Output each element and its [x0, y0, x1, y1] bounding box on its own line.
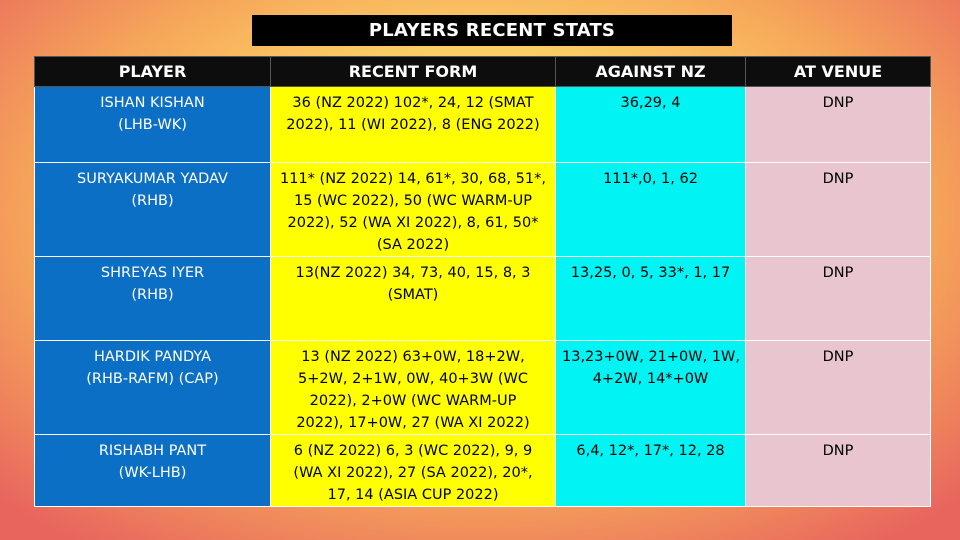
header-against-nz: AGAINST NZ	[555, 56, 746, 87]
form-line: 5+2W, 2+1W, 0W, 40+3W (WC	[298, 371, 528, 387]
against-nz-cell: 13,25, 0, 5, 33*, 1, 17	[555, 256, 746, 341]
table-row: SHREYAS IYER (RHB) 13(NZ 2022) 34, 73, 4…	[34, 256, 931, 341]
form-line: 36 (NZ 2022) 102*, 24, 12 (SMAT	[292, 95, 534, 111]
player-name: RISHABH PANT	[98, 443, 207, 459]
header-player: PLAYER	[34, 56, 271, 87]
recent-form-cell: 6 (NZ 2022) 6, 3 (WC 2022), 9, 9 (WA XI …	[270, 434, 556, 507]
player-cell: ISHAN KISHAN (LHB-WK)	[34, 86, 271, 163]
form-line: 6 (NZ 2022) 6, 3 (WC 2022), 9, 9	[293, 443, 533, 459]
venue-value: DNP	[822, 265, 854, 281]
nz-line: 13,25, 0, 5, 33*, 1, 17	[570, 265, 731, 281]
page-title: PLAYERS RECENT STATS	[252, 15, 732, 46]
table-row: HARDIK PANDYA (RHB-RAFM) (CAP) 13 (NZ 20…	[34, 340, 931, 435]
nz-line: 13,23+0W, 21+0W, 1W,	[562, 349, 740, 365]
venue-value: DNP	[822, 443, 854, 459]
nz-line: 4+2W, 14*+0W	[592, 371, 709, 387]
form-line: (WA XI 2022), 27 (SA 2022), 20*,	[293, 465, 533, 481]
player-name: ISHAN KISHAN	[100, 95, 205, 111]
header-recent-form: RECENT FORM	[270, 56, 556, 87]
venue-value: DNP	[822, 171, 854, 187]
against-nz-cell: 36,29, 4	[555, 86, 746, 163]
form-line: 2022), 2+0W (WC WARM-UP	[309, 393, 517, 409]
form-line: 111* (NZ 2022) 14, 61*, 30, 68, 51*,	[280, 171, 546, 187]
form-line: (SMAT)	[387, 287, 439, 303]
player-cell: SURYAKUMAR YADAV (RHB)	[34, 162, 271, 257]
against-nz-cell: 111*,0, 1, 62	[555, 162, 746, 257]
header-row: PLAYER RECENT FORM AGAINST NZ AT VENUE	[34, 56, 931, 87]
recent-form-cell: 36 (NZ 2022) 102*, 24, 12 (SMAT 2022), 1…	[270, 86, 556, 163]
venue-value: DNP	[822, 95, 854, 111]
venue-value: DNP	[822, 349, 854, 365]
player-cell: RISHABH PANT (WK-LHB)	[34, 434, 271, 507]
player-role: (RHB-RAFM) (CAP)	[86, 371, 219, 387]
player-role: (RHB)	[131, 287, 174, 303]
player-name: SHREYAS IYER	[100, 265, 205, 281]
player-role: (LHB-WK)	[118, 117, 187, 133]
form-line: (SA 2022)	[376, 237, 450, 253]
against-nz-cell: 13,23+0W, 21+0W, 1W, 4+2W, 14*+0W	[555, 340, 746, 435]
table-row: SURYAKUMAR YADAV (RHB) 111* (NZ 2022) 14…	[34, 162, 931, 257]
form-line: 2022), 11 (WI 2022), 8 (ENG 2022)	[286, 117, 540, 133]
form-line: 15 (WC 2022), 50 (WC WARM-UP	[294, 193, 532, 209]
table-row: ISHAN KISHAN (LHB-WK) 36 (NZ 2022) 102*,…	[34, 86, 931, 163]
stats-table: PLAYER RECENT FORM AGAINST NZ AT VENUE I…	[34, 56, 931, 507]
at-venue-cell: DNP	[745, 256, 931, 341]
nz-line: 36,29, 4	[620, 95, 681, 111]
player-cell: HARDIK PANDYA (RHB-RAFM) (CAP)	[34, 340, 271, 435]
form-line: 13(NZ 2022) 34, 73, 40, 15, 8, 3	[295, 265, 531, 281]
recent-form-cell: 13(NZ 2022) 34, 73, 40, 15, 8, 3 (SMAT)	[270, 256, 556, 341]
form-line: 2022), 17+0W, 27 (WA XI 2022)	[296, 415, 530, 431]
table-row: RISHABH PANT (WK-LHB) 6 (NZ 2022) 6, 3 (…	[34, 434, 931, 507]
player-cell: SHREYAS IYER (RHB)	[34, 256, 271, 341]
form-line: 17, 14 (ASIA CUP 2022)	[327, 487, 499, 503]
nz-line: 6,4, 12*, 17*, 12, 28	[576, 443, 725, 459]
player-role: (WK-LHB)	[118, 465, 187, 481]
at-venue-cell: DNP	[745, 162, 931, 257]
recent-form-cell: 13 (NZ 2022) 63+0W, 18+2W, 5+2W, 2+1W, 0…	[270, 340, 556, 435]
form-line: 2022), 52 (WA XI 2022), 8, 61, 50*	[287, 215, 539, 231]
player-name: HARDIK PANDYA	[93, 349, 212, 365]
at-venue-cell: DNP	[745, 434, 931, 507]
at-venue-cell: DNP	[745, 86, 931, 163]
at-venue-cell: DNP	[745, 340, 931, 435]
recent-form-cell: 111* (NZ 2022) 14, 61*, 30, 68, 51*, 15 …	[270, 162, 556, 257]
header-at-venue: AT VENUE	[745, 56, 931, 87]
nz-line: 111*,0, 1, 62	[603, 171, 698, 187]
against-nz-cell: 6,4, 12*, 17*, 12, 28	[555, 434, 746, 507]
player-name: SURYAKUMAR YADAV	[77, 171, 228, 187]
player-role: (RHB)	[131, 193, 174, 209]
form-line: 13 (NZ 2022) 63+0W, 18+2W,	[301, 349, 525, 365]
